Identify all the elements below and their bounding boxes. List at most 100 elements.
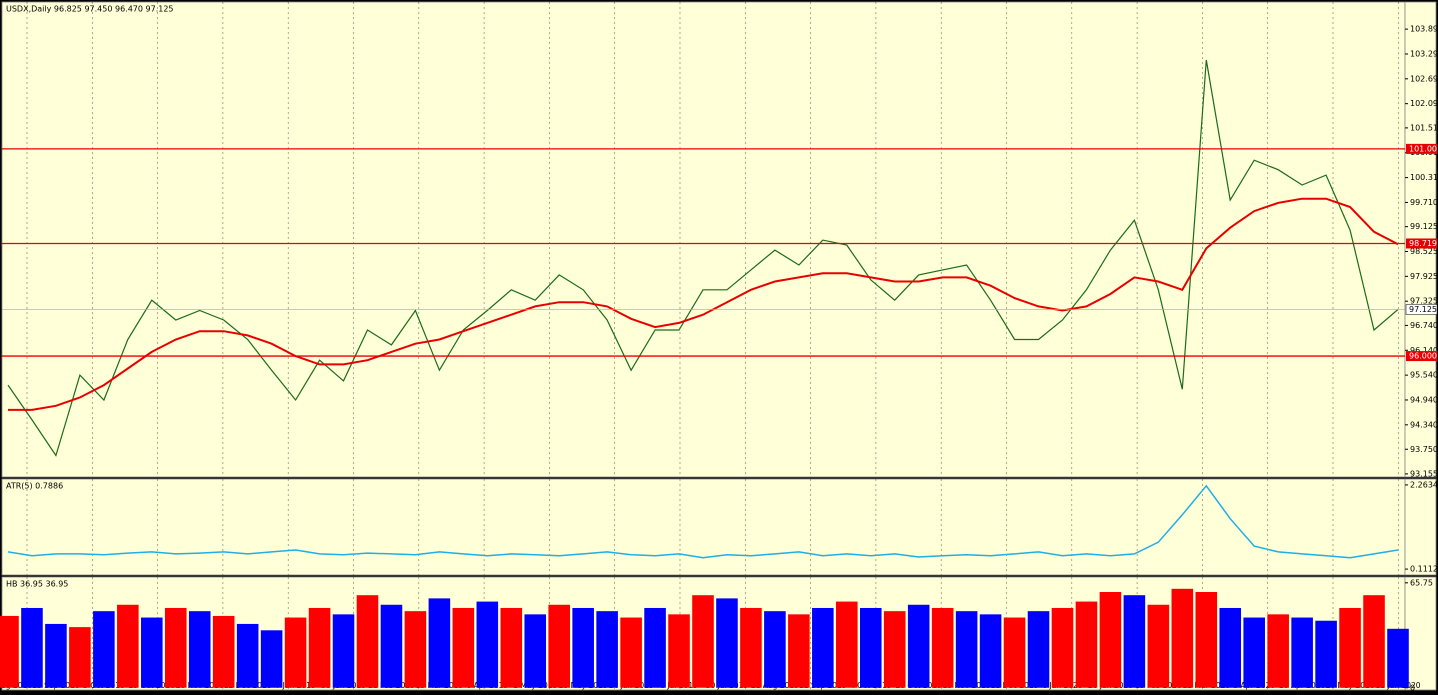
panel-title: ATR(5) 0.7886 (6, 482, 63, 491)
y-tick-label: 97.925 (1410, 272, 1438, 281)
hb-bar (716, 598, 738, 688)
y-tick-label: 98.525 (1410, 247, 1438, 256)
level-tag (1406, 351, 1437, 362)
hb-bar (524, 614, 547, 688)
y-tick-label: 93.750 (1410, 445, 1438, 454)
hb-bar (93, 611, 115, 688)
y-tick-label: 65.75 (1410, 578, 1433, 587)
panel-title: USDX,Daily 96.825 97.450 96.470 97.125 (6, 5, 174, 14)
hb-bar (141, 617, 163, 688)
hb-bar (332, 614, 355, 688)
hb-bar (548, 604, 570, 688)
hb-bar (236, 623, 259, 688)
hb-bar (212, 615, 235, 688)
hb-bar (476, 601, 499, 688)
y-tick-label: 0.1112 (1410, 565, 1438, 574)
hb-bar (692, 595, 714, 688)
y-tick-label: 96.740 (1410, 321, 1438, 330)
hb-bar (1027, 611, 1050, 688)
y-tick-label: 102.695 (1410, 74, 1438, 83)
hb-bar (1003, 617, 1026, 688)
hb-bar (668, 614, 690, 688)
hb-bar (260, 630, 283, 688)
axis-background (1404, 576, 1437, 691)
y-tick-label: 0 (1410, 683, 1415, 692)
level-tag (1406, 238, 1437, 249)
moving-average (8, 197, 1399, 411)
hb-bar (883, 611, 906, 688)
y-tick-label: 97.325 (1410, 297, 1438, 306)
hb-bar (1051, 607, 1074, 688)
hb-bar (1339, 607, 1361, 688)
hb-bar (907, 604, 930, 688)
hb-bar (1147, 604, 1170, 688)
hb-bar (1315, 620, 1337, 688)
hb-bar (380, 604, 403, 688)
level-label: 101.003 (1409, 144, 1438, 153)
hb-bar (356, 595, 379, 688)
hb-bar (955, 611, 978, 688)
hb-bar (188, 611, 211, 688)
y-tick-label: 2.2634 (1410, 480, 1438, 489)
y-tick-label: 103.895 (1410, 25, 1438, 34)
hb-bar (740, 607, 762, 688)
hb-bar (1075, 601, 1098, 688)
y-tick-label: 99.710 (1410, 198, 1438, 207)
hb-bar (308, 607, 331, 688)
y-tick-label: 93.155 (1410, 469, 1438, 478)
y-tick-label: 94.940 (1410, 395, 1438, 404)
hb-bar (1291, 617, 1313, 688)
y-tick-label: 100.310 (1410, 173, 1438, 182)
hb-bar (812, 607, 834, 688)
current-price-tag (1405, 304, 1438, 315)
hb-bar (1099, 592, 1122, 688)
hb-bar (1219, 607, 1242, 688)
hb-bar (284, 617, 307, 688)
hb-bar (164, 607, 187, 688)
y-tick-label: 94.340 (1410, 420, 1438, 429)
atr-line (7, 484, 1399, 559)
hb-bar (859, 607, 882, 688)
hb-bar (979, 614, 1002, 688)
hb-bar (21, 607, 43, 688)
hb-bar (1387, 628, 1409, 688)
hb-bar (572, 607, 594, 688)
hb-bar (428, 598, 451, 688)
hb-bar (788, 614, 810, 688)
level-label: 96.000 (1409, 352, 1437, 361)
hb-bar (1171, 588, 1194, 688)
hb-bar (1195, 592, 1218, 688)
axis-background (1404, 478, 1437, 576)
y-tick-label: 101.510 (1410, 123, 1438, 132)
panel-background (1, 1, 1406, 478)
hb-bar (500, 607, 523, 688)
hb-bar (452, 607, 475, 688)
hb-bar (620, 617, 642, 688)
hb-bar (1123, 595, 1146, 688)
y-tick-label: 99.125 (1410, 222, 1438, 231)
hb-bar (0, 615, 19, 688)
hb-bar (596, 611, 618, 688)
hb-bar (764, 611, 786, 688)
hb-bar (1363, 595, 1385, 688)
y-tick-label: 95.540 (1410, 371, 1438, 380)
level-label: 98.719 (1409, 239, 1437, 248)
level-tag (1406, 143, 1437, 154)
current-price-label: 97.125 (1409, 305, 1437, 314)
panel-title: HB 36.95 36.95 (6, 580, 68, 589)
hb-bar (1267, 614, 1289, 688)
hb-bar (117, 604, 139, 688)
hb-bar (644, 607, 666, 688)
hb-bar (69, 627, 91, 688)
hb-bar (836, 601, 858, 688)
y-tick-label: 102.095 (1410, 99, 1438, 108)
y-tick-label: 96.140 (1410, 346, 1438, 355)
panel-background (1, 478, 1406, 576)
hb-bar (1243, 617, 1265, 688)
y-tick-label: 103.295 (1410, 49, 1438, 58)
hb-bar (931, 607, 954, 688)
hb-bar (45, 623, 67, 688)
hb-bar (404, 611, 427, 688)
